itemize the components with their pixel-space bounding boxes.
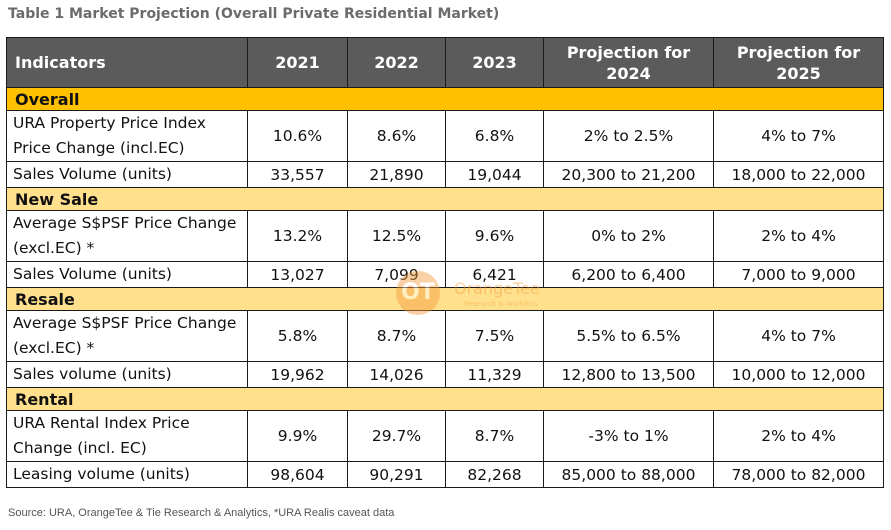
table-cell: 33,557 (247, 161, 348, 188)
header-2022: 2022 (347, 37, 446, 88)
section-row-new-sale: New Sale (6, 187, 884, 211)
row-label: Sales Volume (units) (6, 261, 248, 288)
table-cell: 19,044 (445, 161, 544, 188)
table-cell: 10,000 to 12,000 (713, 361, 884, 388)
header-row: Indicators 2021 2022 2023 Projection for… (6, 37, 884, 88)
table-cell: 5.8% (247, 310, 348, 362)
header-2021: 2021 (247, 37, 348, 88)
table-cell: 78,000 to 82,000 (713, 461, 884, 488)
table-row: Sales volume (units) 19,962 14,026 11,32… (6, 361, 884, 388)
section-row-resale: Resale (6, 287, 884, 311)
table-cell: 98,604 (247, 461, 348, 488)
table-cell: 7,099 (347, 261, 446, 288)
table-cell: 14,026 (347, 361, 446, 388)
table-cell: 6,200 to 6,400 (543, 261, 714, 288)
row-label: Sales volume (units) (6, 361, 248, 388)
table-cell: 0% to 2% (543, 210, 714, 262)
table-cell: 20,300 to 21,200 (543, 161, 714, 188)
table-cell: 10.6% (247, 110, 348, 162)
table-cell: 8.7% (347, 310, 446, 362)
table-cell: 5.5% to 6.5% (543, 310, 714, 362)
section-row-overall: Overall (6, 87, 884, 111)
table-cell: 12.5% (347, 210, 446, 262)
row-label: URA Property Price Index Price Change (i… (6, 110, 248, 162)
table-row: Sales Volume (units) 13,027 7,099 6,421 … (6, 261, 884, 288)
table-cell: 12,800 to 13,500 (543, 361, 714, 388)
table-cell: 4% to 7% (713, 310, 884, 362)
table-cell: 9.6% (445, 210, 544, 262)
table-row: Leasing volume (units) 98,604 90,291 82,… (6, 461, 884, 488)
table-row: Sales Volume (units) 33,557 21,890 19,04… (6, 161, 884, 188)
table-cell: 11,329 (445, 361, 544, 388)
table-cell: 13.2% (247, 210, 348, 262)
table-cell: 90,291 (347, 461, 446, 488)
table-cell: 2% to 2.5% (543, 110, 714, 162)
source-note: Source: URA, OrangeTee & Tie Research & … (8, 507, 395, 519)
table-cell: 8.7% (445, 410, 544, 462)
table-cell: 4% to 7% (713, 110, 884, 162)
table-cell: 85,000 to 88,000 (543, 461, 714, 488)
table-cell: 21,890 (347, 161, 446, 188)
table-cell: 82,268 (445, 461, 544, 488)
table-cell: 18,000 to 22,000 (713, 161, 884, 188)
row-label: Sales Volume (units) (6, 161, 248, 188)
table-cell: 7.5% (445, 310, 544, 362)
table-cell: 6.8% (445, 110, 544, 162)
table-cell: 2% to 4% (713, 210, 884, 262)
table-cell: 7,000 to 9,000 (713, 261, 884, 288)
header-indicators: Indicators (6, 37, 248, 88)
table-row: Average S$PSF Price Change (excl.EC) * 5… (6, 310, 884, 362)
table-title: Table 1 Market Projection (Overall Priva… (8, 6, 500, 22)
table-cell: 19,962 (247, 361, 348, 388)
section-label: Resale (6, 287, 884, 311)
section-label: Overall (6, 87, 884, 111)
table-row: URA Rental Index Price Change (incl. EC)… (6, 410, 884, 462)
table-cell: 6,421 (445, 261, 544, 288)
row-label: Leasing volume (units) (6, 461, 248, 488)
section-label: Rental (6, 387, 884, 411)
market-projection-table: Indicators 2021 2022 2023 Projection for… (6, 37, 884, 488)
table-cell: 13,027 (247, 261, 348, 288)
table-cell: 29.7% (347, 410, 446, 462)
table-cell: 9.9% (247, 410, 348, 462)
header-2023: 2023 (445, 37, 544, 88)
row-label: Average S$PSF Price Change (excl.EC) * (6, 310, 248, 362)
header-projection-2024: Projection for 2024 (543, 37, 714, 88)
section-row-rental: Rental (6, 387, 884, 411)
row-label: Average S$PSF Price Change (excl.EC) * (6, 210, 248, 262)
table-row: Average S$PSF Price Change (excl.EC) * 1… (6, 210, 884, 262)
section-label: New Sale (6, 187, 884, 211)
header-projection-2025: Projection for 2025 (713, 37, 884, 88)
table-cell: -3% to 1% (543, 410, 714, 462)
table-row: URA Property Price Index Price Change (i… (6, 110, 884, 162)
row-label: URA Rental Index Price Change (incl. EC) (6, 410, 248, 462)
table-cell: 2% to 4% (713, 410, 884, 462)
table-cell: 8.6% (347, 110, 446, 162)
